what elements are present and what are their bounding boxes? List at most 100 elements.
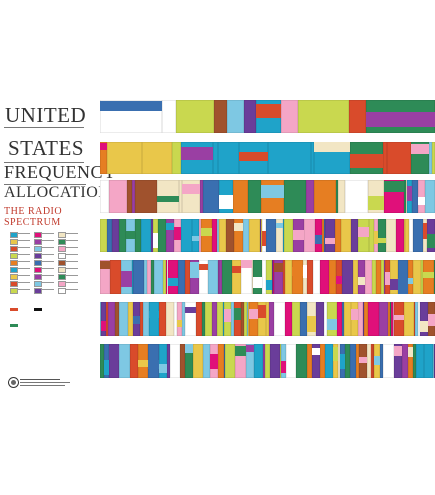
allocation-block bbox=[130, 344, 138, 378]
allocation-sub-block bbox=[407, 186, 412, 201]
spectrum-band-5 bbox=[100, 260, 435, 294]
allocation-block bbox=[143, 302, 149, 336]
allocation-sub-block bbox=[166, 222, 174, 231]
allocation-block bbox=[336, 180, 338, 213]
allocation-sub-block bbox=[159, 364, 167, 374]
allocation-block bbox=[162, 100, 176, 133]
allocation-block bbox=[260, 219, 261, 252]
allocation-block bbox=[166, 260, 167, 294]
allocation-block bbox=[128, 302, 133, 336]
allocation-block bbox=[200, 180, 203, 213]
legend-label-line bbox=[42, 240, 54, 241]
allocation-block bbox=[402, 344, 408, 378]
allocation-sub-block bbox=[256, 103, 281, 119]
allocation-block bbox=[366, 100, 435, 133]
allocation-block bbox=[333, 344, 338, 378]
legend-label-line bbox=[42, 261, 54, 262]
allocation-block bbox=[234, 219, 243, 252]
allocation-block bbox=[429, 142, 432, 174]
allocation-sub-block bbox=[192, 236, 199, 242]
allocation-block bbox=[208, 260, 218, 294]
allocation-sub-block bbox=[199, 263, 208, 271]
allocation-block bbox=[181, 219, 192, 252]
allocation-block bbox=[218, 344, 224, 378]
allocation-block bbox=[338, 344, 340, 378]
spectrum-band-7 bbox=[100, 344, 435, 378]
legend-label-line bbox=[18, 254, 30, 255]
allocation-block bbox=[256, 100, 281, 133]
legend-swatch bbox=[34, 253, 42, 259]
allocation-block bbox=[119, 344, 130, 378]
allocation-sub-block bbox=[168, 278, 178, 287]
legend-swatch bbox=[10, 239, 18, 245]
allocation-block bbox=[367, 344, 371, 378]
allocation-block bbox=[351, 219, 358, 252]
allocation-sub-block bbox=[235, 345, 246, 356]
allocation-block bbox=[159, 344, 167, 378]
allocation-block bbox=[135, 219, 141, 252]
title-divider bbox=[4, 162, 84, 163]
allocation-block bbox=[172, 142, 181, 174]
legend-label-line bbox=[66, 268, 78, 269]
allocation-block bbox=[185, 260, 190, 294]
allocation-block bbox=[413, 260, 421, 294]
allocation-block bbox=[180, 344, 185, 378]
allocation-block bbox=[368, 302, 379, 336]
allocation-block bbox=[338, 180, 345, 213]
legend-swatch bbox=[34, 232, 42, 238]
allocation-sub-block bbox=[327, 319, 337, 331]
allocation-block bbox=[266, 260, 272, 294]
legend-label-line bbox=[66, 261, 78, 262]
allocation-block bbox=[185, 302, 196, 336]
legend-swatch bbox=[58, 288, 66, 294]
legend-label-line bbox=[66, 282, 78, 283]
allocation-block bbox=[384, 260, 385, 294]
allocation-block bbox=[244, 302, 247, 336]
legend-swatch bbox=[34, 267, 42, 273]
allocation-sub-block bbox=[325, 237, 335, 245]
allocation-block bbox=[182, 302, 185, 336]
allocation-block bbox=[262, 260, 266, 294]
allocation-block bbox=[159, 302, 166, 336]
allocation-block bbox=[423, 219, 427, 252]
allocation-block bbox=[284, 180, 306, 213]
legend-label-line bbox=[42, 254, 54, 255]
allocation-sub-block bbox=[408, 277, 413, 285]
allocation-block bbox=[217, 219, 219, 252]
title-line-frequency: FREQUENCY bbox=[4, 162, 117, 182]
allocation-block bbox=[296, 344, 307, 378]
allocation-sub-block bbox=[350, 153, 383, 168]
allocation-block bbox=[276, 219, 283, 252]
allocation-block bbox=[225, 344, 235, 378]
allocation-block bbox=[132, 260, 133, 294]
allocation-block bbox=[108, 302, 115, 336]
allocation-block bbox=[274, 260, 283, 294]
allocation-block bbox=[270, 344, 280, 378]
allocation-block bbox=[199, 260, 208, 294]
allocation-block bbox=[345, 344, 350, 378]
legend-label-line bbox=[18, 233, 30, 234]
allocation-block bbox=[364, 302, 368, 336]
legend-swatch bbox=[58, 232, 66, 238]
allocation-block bbox=[119, 302, 128, 336]
allocation-sub-block bbox=[427, 234, 435, 249]
allocation-block bbox=[356, 344, 359, 378]
allocation-sub-block bbox=[368, 195, 384, 210]
allocation-block bbox=[147, 260, 151, 294]
allocation-block bbox=[285, 260, 292, 294]
allocation-block bbox=[201, 219, 212, 252]
allocation-sub-block bbox=[101, 321, 106, 331]
allocation-block bbox=[196, 302, 202, 336]
allocation-block bbox=[388, 302, 390, 336]
allocation-sub-block bbox=[336, 276, 342, 284]
legend-swatch bbox=[10, 324, 18, 327]
allocation-sub-block bbox=[276, 222, 283, 228]
allocation-block bbox=[345, 180, 368, 213]
allocation-block bbox=[101, 302, 106, 336]
allocation-block bbox=[393, 302, 394, 336]
allocation-sub-block bbox=[258, 305, 266, 319]
allocation-block bbox=[219, 180, 233, 213]
allocation-block bbox=[281, 344, 286, 378]
allocation-block bbox=[363, 302, 364, 336]
allocation-block bbox=[112, 219, 119, 252]
